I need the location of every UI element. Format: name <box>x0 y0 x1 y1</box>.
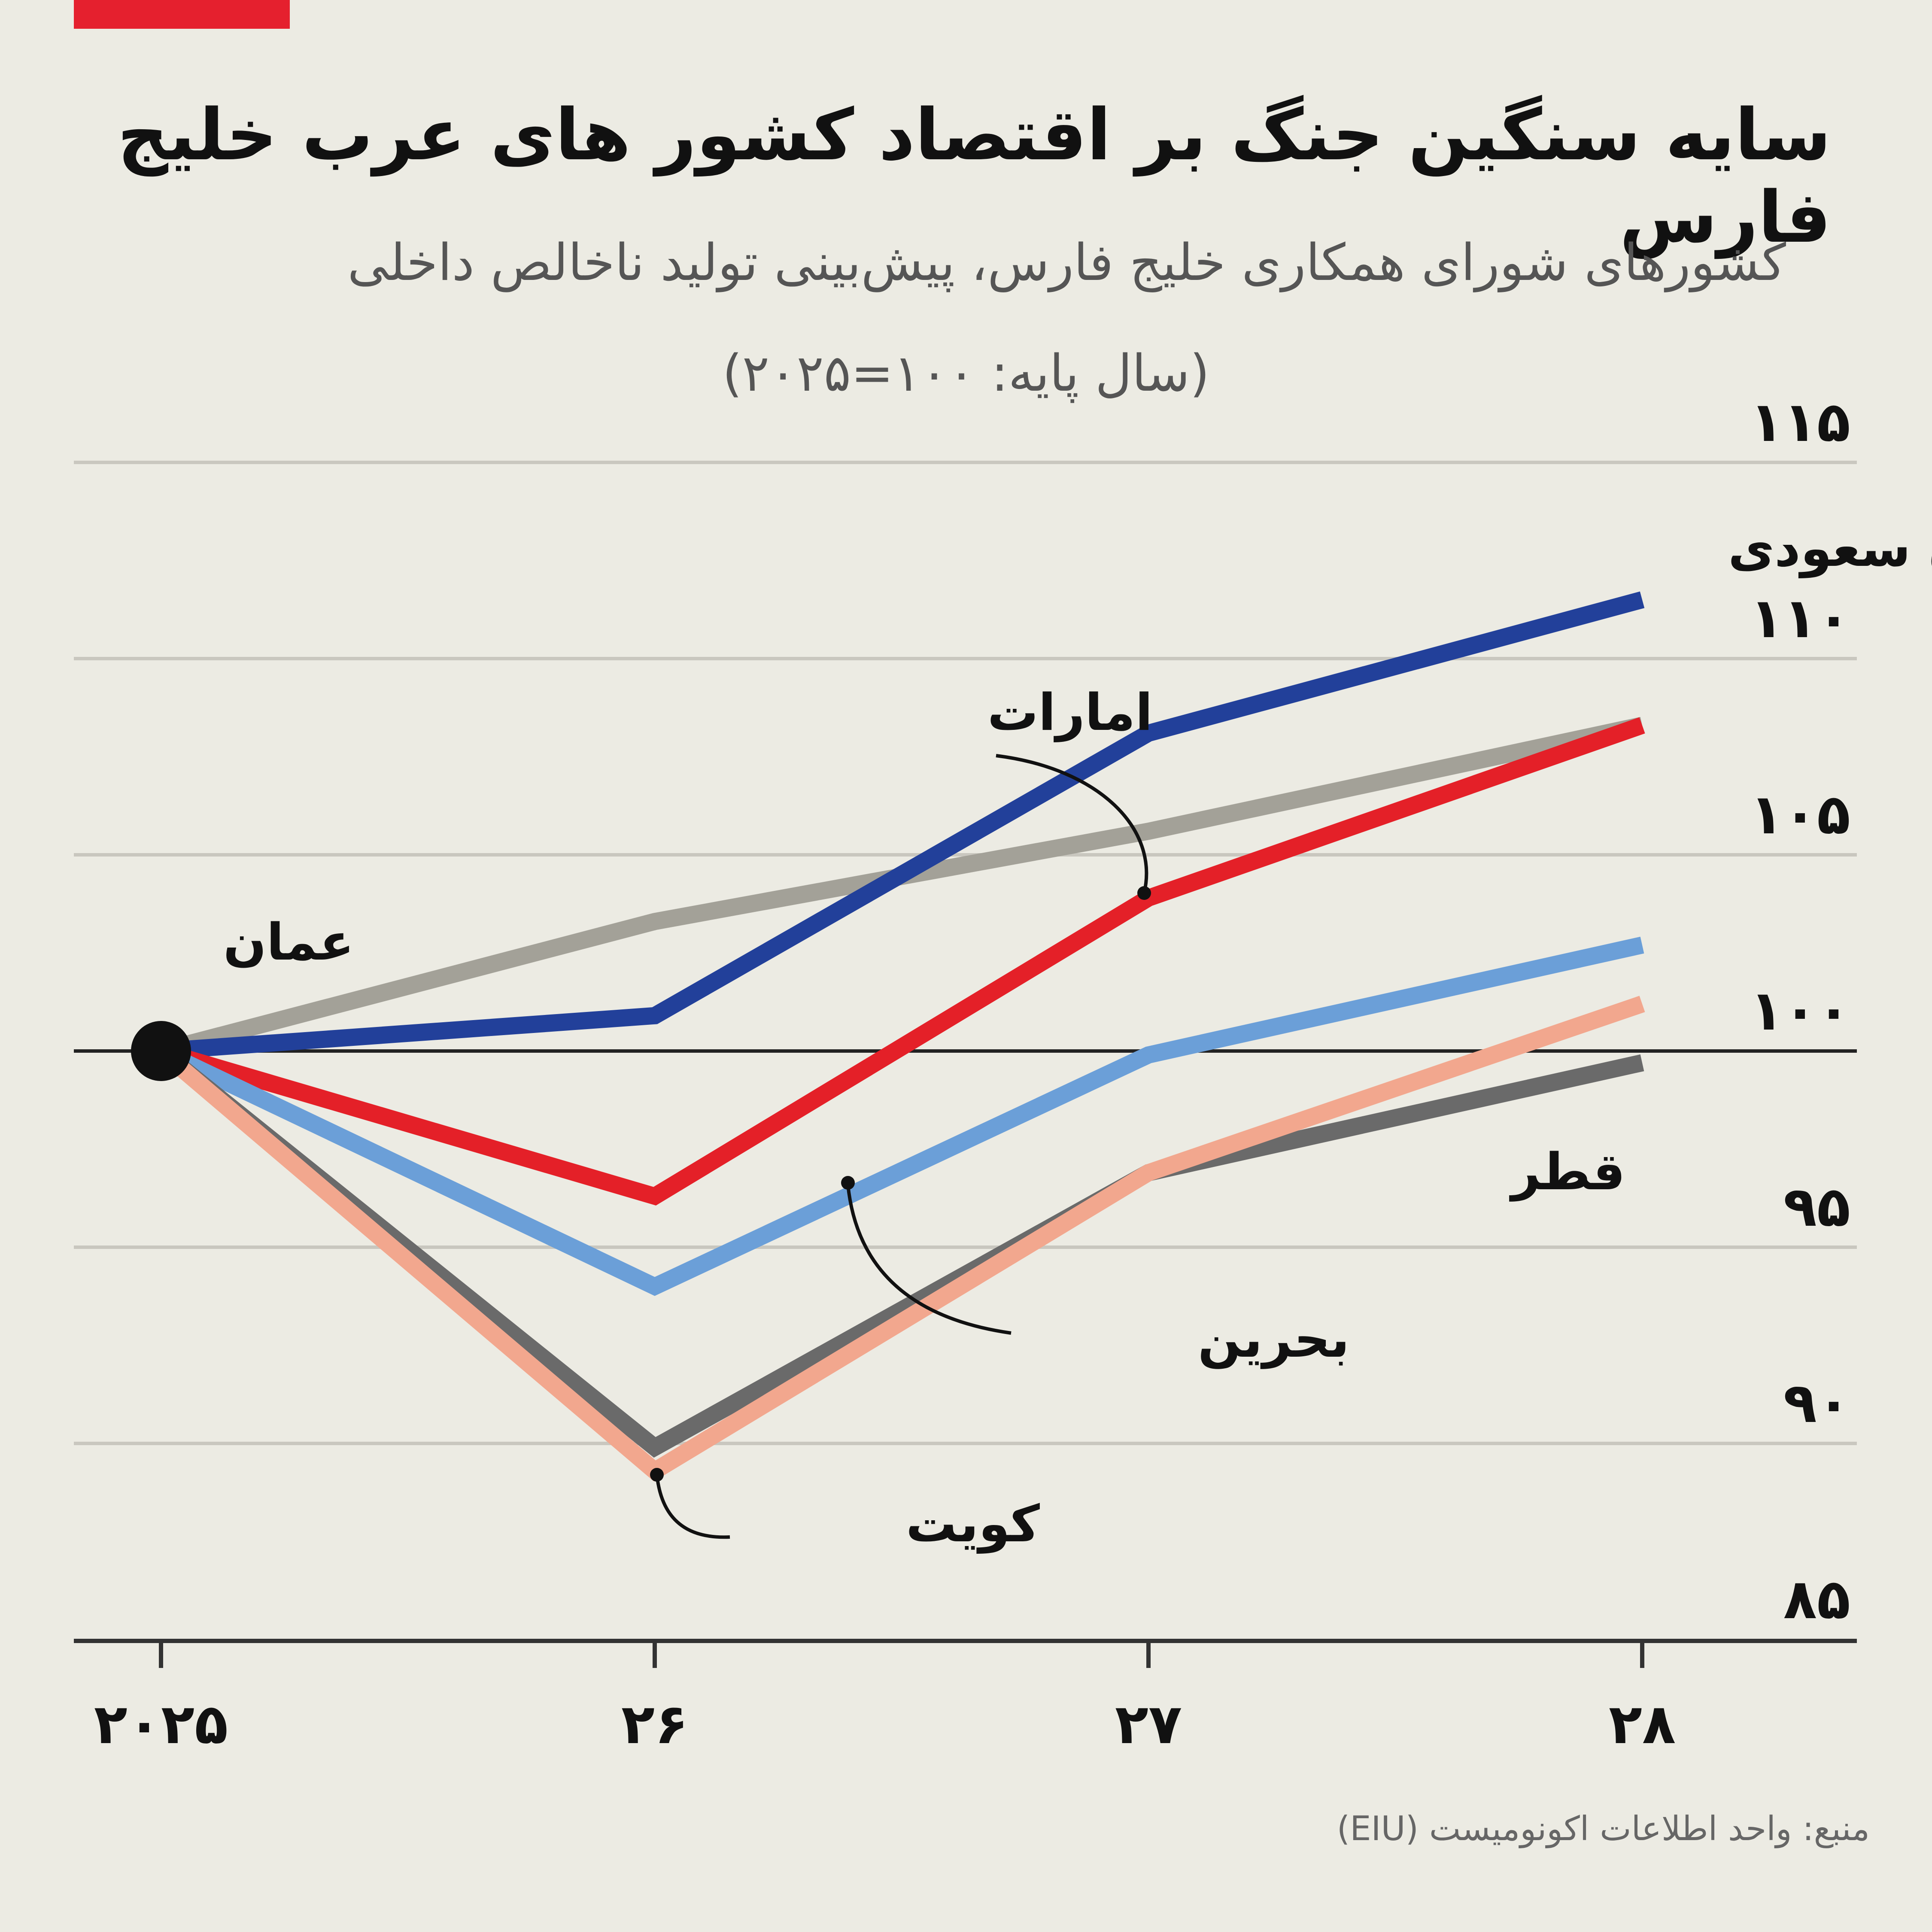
label-leader-line <box>996 754 1148 893</box>
x-tick-label: ۲۰۲۵ <box>94 1692 228 1756</box>
y-tick-label: ۹۵ <box>1783 1175 1850 1239</box>
chart-subtitle-base-year: (سال پایه: ۱۰۰=۲۰۲۵) <box>722 343 1210 403</box>
y-tick-label: ۱۱۵ <box>1750 390 1850 454</box>
y-tick-label: ۱۰۰ <box>1750 979 1850 1043</box>
leader-dot <box>650 1468 664 1482</box>
y-tick-label: ۱۰۵ <box>1750 783 1850 847</box>
series-label: عمان <box>223 912 354 972</box>
y-tick-label: ۸۵ <box>1783 1567 1850 1631</box>
label-leader-line <box>655 1474 730 1539</box>
x-tick-label: ۲۷ <box>1115 1692 1182 1756</box>
chart-title: سایه سنگین جنگ بر اقتصاد کشور های عرب خل… <box>117 94 1831 258</box>
series-line <box>158 717 1645 1206</box>
chart-subtitle: کشورهای شورای همکاری خلیج فارس، پیش‌بینی… <box>347 233 1786 292</box>
source-note: منبع: واحد اطلاعات اکونومیست (EIU) <box>1337 1810 1870 1848</box>
series-label: بحرین <box>1198 1309 1349 1369</box>
series-label: عربستان سعودی <box>1728 519 1932 578</box>
x-tick-label: ۲۶ <box>621 1692 688 1756</box>
series-line <box>157 936 1644 1296</box>
y-tick-label: ۱۱۰ <box>1750 586 1850 650</box>
start-point-marker <box>131 1021 191 1081</box>
leader-dot <box>1137 886 1151 900</box>
label-leader-line <box>846 1185 1012 1335</box>
x-tick-label: ۲۸ <box>1609 1692 1676 1756</box>
series-line <box>155 1044 1644 1458</box>
series-line <box>155 996 1645 1482</box>
accent-bar <box>74 0 290 29</box>
series-label: امارات <box>987 683 1153 742</box>
series-line <box>160 591 1645 1060</box>
series-label: کویت <box>906 1494 1040 1554</box>
y-tick-label: ۹۰ <box>1783 1371 1850 1435</box>
leader-dot <box>841 1176 855 1190</box>
series-label: قطر <box>1509 1142 1625 1202</box>
